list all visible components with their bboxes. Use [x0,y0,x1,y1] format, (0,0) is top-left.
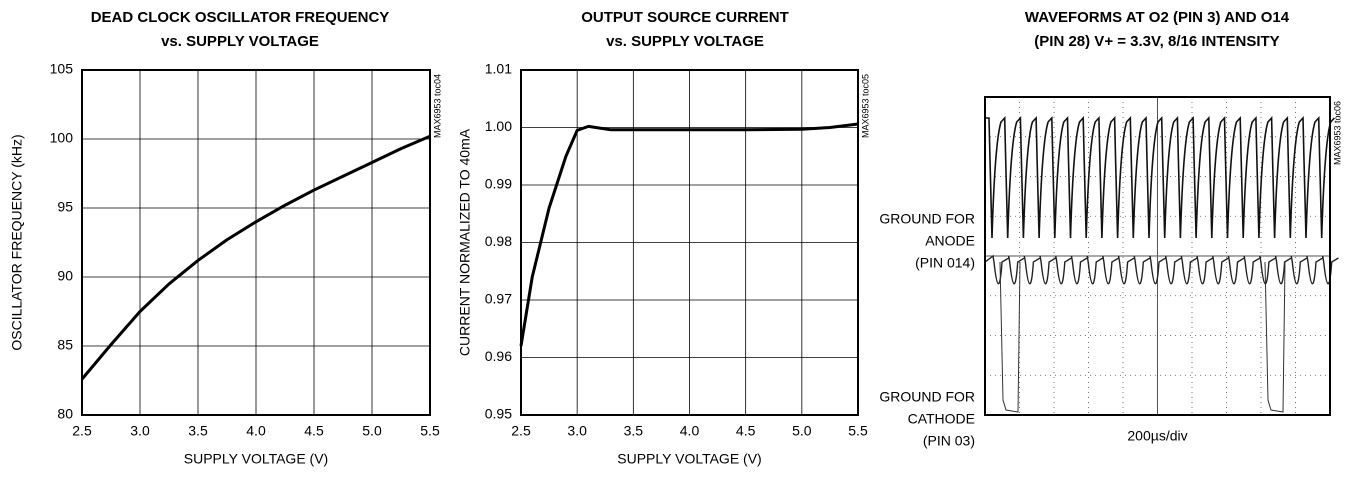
trace-label: (PIN 014) [915,255,975,271]
figure: DEAD CLOCK OSCILLATOR FREQUENCY vs. SUPPL… [0,0,1346,477]
x-tick-label: 5.5 [848,423,868,439]
y-tick-label: 0.95 [485,406,512,422]
y-tick-label: 90 [57,268,73,284]
trace-label: GROUND FOR [879,211,975,227]
time-scale: 200µs/div [1127,428,1187,444]
x-tick-label: 5.0 [792,423,812,439]
scope-pulse [1265,262,1285,412]
x-tick-label: 4.5 [304,423,324,439]
x-tick-label: 3.5 [624,423,644,439]
scope-pulse [1000,262,1020,412]
x-axis-label: SUPPLY VOLTAGE (V) [184,451,328,467]
chart-title: vs. SUPPLY VOLTAGE [161,33,319,50]
y-tick-label: 95 [57,199,73,215]
x-tick-label: 3.0 [567,423,587,439]
y-tick-label: 100 [50,130,74,146]
y-tick-label: 0.97 [485,291,512,307]
trace-label: CATHODE [908,411,975,427]
chart-title: vs. SUPPLY VOLTAGE [606,33,764,50]
scope-trace [985,118,1334,238]
y-tick-label: 85 [57,337,73,353]
figure-note: MAX6953 toc05 [860,74,870,138]
chart-title: (PIN 28) V+ = 3.3V, 8/16 INTENSITY [1034,33,1279,50]
y-axis-label: CURRENT NORMALIZED TO 40mA [457,128,473,356]
y-tick-label: 80 [57,406,73,422]
trace-label: ANODE [925,233,975,249]
figure-note: MAX6953 toc04 [432,74,442,138]
x-tick-label: 5.0 [362,423,382,439]
x-tick-label: 3.5 [188,423,208,439]
y-tick-label: 0.98 [485,233,512,249]
x-tick-label: 4.0 [680,423,700,439]
y-tick-label: 0.99 [485,176,512,192]
y-tick-label: 0.96 [485,348,512,364]
y-tick-label: 1.01 [485,61,512,77]
y-axis-label: OSCILLATOR FREQUENCY (kHz) [9,134,25,350]
chart-title: OUTPUT SOURCE CURRENT [581,9,789,26]
y-tick-label: 1.00 [485,118,512,134]
trace-label: GROUND FOR [879,389,975,405]
chart-title: WAVEFORMS AT O2 (PIN 3) AND O14 [1025,9,1290,26]
x-tick-label: 4.0 [246,423,266,439]
y-tick-label: 105 [50,61,74,77]
x-axis-label: SUPPLY VOLTAGE (V) [617,451,761,467]
x-tick-label: 2.5 [72,423,92,439]
x-tick-label: 4.5 [736,423,756,439]
x-tick-label: 3.0 [130,423,150,439]
x-tick-label: 2.5 [511,423,531,439]
figure-note: MAX6953 toc06 [1332,101,1342,165]
trace-label: (PIN 03) [923,433,975,449]
chart-title: DEAD CLOCK OSCILLATOR FREQUENCY [91,9,390,26]
x-tick-label: 5.5 [420,423,440,439]
